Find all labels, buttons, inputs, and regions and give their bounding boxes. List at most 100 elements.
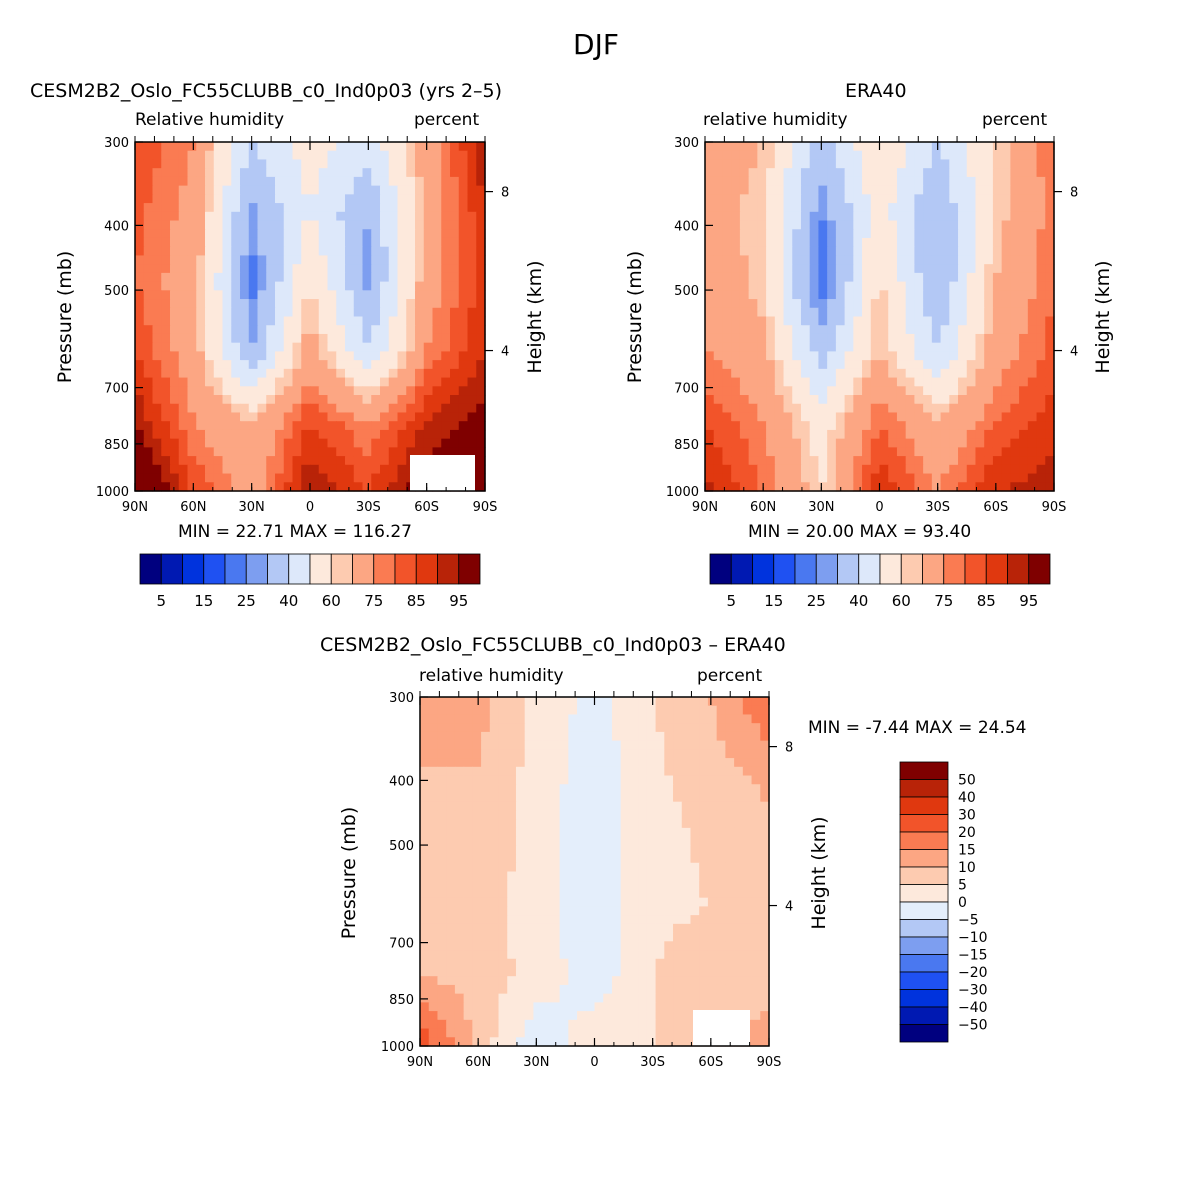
heatmap-cell [862,429,872,440]
heatmap-cell [380,194,390,204]
heatmap-cell [783,395,793,405]
heatmap-cell [809,290,820,300]
heatmap-cell [966,176,977,187]
heatmap-cell [984,168,994,178]
heatmap-cell [853,473,863,483]
heatmap-cell [731,377,741,387]
heatmap-cell [766,333,776,344]
heatmap-cell [722,395,732,405]
heatmap-cell [559,862,569,873]
heatmap-cell [958,264,968,274]
heatmap-cell [905,316,915,326]
heatmap-cell [940,351,950,361]
heatmap-cell [161,429,171,440]
heatmap-cell [481,941,491,951]
heatmap-cell [498,958,508,969]
heatmap-cell [428,749,439,759]
heatmap-cell [362,194,372,204]
heatmap-cell [958,464,968,475]
heatmap-cell [835,342,846,352]
heatmap-cell [450,255,460,265]
heatmap-cell [397,447,407,457]
heatmap-cell [327,185,337,195]
heatmap-cell [984,307,994,318]
heatmap-cell [240,159,250,169]
heatmap-cell [766,272,776,283]
heatmap-cell [533,862,543,873]
heatmap-cell [152,194,162,204]
heatmap-cell [292,299,302,309]
heatmap-cell [397,386,407,396]
heatmap-cell [611,993,622,1003]
heatmap-cell [731,237,741,248]
heatmap-cell [655,967,665,977]
heatmap-cell [388,176,399,187]
heatmap-cell [896,386,907,396]
heatmap-cell [283,447,294,457]
heatmap-cell [345,142,355,152]
heatmap-cell [949,421,959,431]
heatmap-cell [1027,403,1038,414]
heatmap-cell [454,854,465,864]
heatmap-cell [257,386,267,396]
heatmap-cell [397,194,407,204]
heatmap-cell [231,403,241,414]
heatmap-cell [170,342,180,352]
heatmap-cell [783,447,793,457]
heatmap-cell [467,307,477,318]
heatmap-cell [1045,185,1055,195]
heatmap-cell [178,150,189,161]
heatmap-cell [783,168,793,178]
heatmap-cell [423,168,434,178]
heatmap-cell [489,897,500,907]
heatmap-cell [533,976,543,986]
heatmap-cell [533,836,543,846]
heatmap-cell [835,299,846,309]
heatmap-cell [428,845,439,855]
heatmap-cell [611,871,622,881]
y-tick-label: 500 [104,284,129,299]
heatmap-cell [196,333,206,344]
heatmap-cell [406,299,416,309]
heatmap-cell [757,281,767,291]
heatmap-cell [870,176,881,187]
heatmap-cell [923,299,933,309]
heatmap-cell [420,915,430,925]
heatmap-cell [423,264,434,274]
heatmap-cell [792,316,802,326]
heatmap-cell [380,351,390,361]
heatmap-cell [428,758,439,768]
heatmap-cell [388,333,399,344]
heatmap-cell [415,377,425,387]
heatmap-cell [748,211,758,222]
heatmap-cell [673,731,683,742]
heatmap-cell [705,412,715,422]
heatmap-cell [336,211,346,222]
heatmap-cell [415,185,425,195]
heatmap-cell [406,203,416,213]
heatmap-cell [949,447,959,457]
heatmap-cell [380,482,390,492]
heatmap-cell [629,880,639,890]
heatmap-cell [205,255,215,265]
heatmap-cell [489,827,500,838]
heatmap-cell [888,421,898,431]
heatmap-cell [231,176,241,187]
heatmap-cell [481,731,491,742]
heatmap-cell [415,299,425,309]
heatmap-cell [336,281,346,291]
heatmap-cell [388,368,399,379]
heatmap-cell [463,941,473,951]
heatmap-cell [966,168,977,178]
heatmap-cell [792,333,802,344]
heatmap-cell [406,159,416,169]
heatmap-cell [1036,368,1046,379]
heatmap-cell [222,142,232,152]
heatmap-cell [454,941,465,951]
heatmap-cell [984,325,994,335]
heatmap-cell [170,447,180,457]
heatmap-cell [420,897,430,907]
heatmap-cell [345,211,355,222]
heatmap-cell [603,888,613,899]
heatmap-cell [707,854,718,864]
